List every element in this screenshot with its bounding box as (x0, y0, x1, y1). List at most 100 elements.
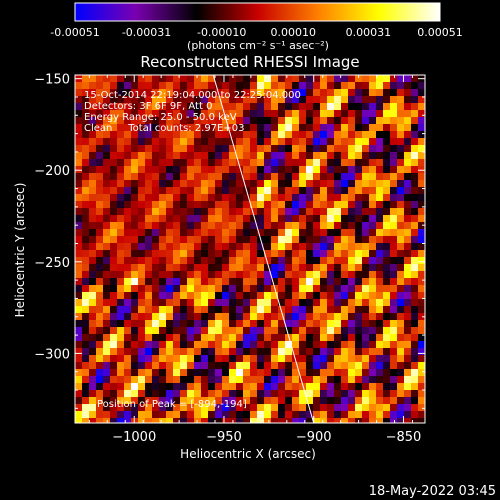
heatmap-cell (418, 145, 425, 153)
heatmap-cell (411, 180, 419, 188)
heatmap-cell (208, 82, 216, 90)
heatmap-cell (404, 390, 412, 398)
heatmap-cell (215, 243, 223, 251)
heatmap-cell (250, 180, 258, 188)
heatmap-cell (236, 383, 244, 391)
heatmap-cell (390, 215, 398, 223)
heatmap-cell (103, 243, 111, 251)
heatmap-cell (138, 320, 146, 328)
heatmap-cell (327, 299, 335, 307)
heatmap-cell (75, 390, 83, 398)
heatmap-cell (75, 159, 83, 167)
heatmap-cell (208, 103, 216, 111)
heatmap-cell (89, 257, 97, 265)
heatmap-cell (152, 131, 160, 139)
heatmap-cell (299, 138, 307, 146)
heatmap-cell (82, 292, 90, 300)
heatmap-cell (376, 173, 384, 181)
heatmap-cell (348, 103, 356, 111)
heatmap-cell (110, 369, 118, 377)
heatmap-cell (285, 173, 293, 181)
heatmap-cell (334, 411, 342, 419)
heatmap-cell (411, 103, 419, 111)
heatmap-cell (187, 362, 195, 370)
heatmap-cell (299, 75, 307, 83)
heatmap-cell (201, 117, 209, 125)
heatmap-cell (75, 327, 83, 335)
heatmap-cell (355, 222, 363, 230)
heatmap-cell (390, 383, 398, 391)
heatmap-cell (397, 257, 405, 265)
heatmap-cell (390, 124, 398, 132)
heatmap-cell (201, 390, 209, 398)
heatmap-cell (397, 110, 405, 118)
heatmap-cell (271, 250, 279, 258)
heatmap-cell (292, 257, 300, 265)
heatmap-cell (208, 334, 216, 342)
heatmap-cell (187, 257, 195, 265)
heatmap-cell (222, 236, 230, 244)
heatmap-cell (278, 138, 286, 146)
heatmap-cell (89, 320, 97, 328)
heatmap-cell (362, 320, 370, 328)
heatmap-cell (187, 138, 195, 146)
heatmap-cell (96, 376, 104, 384)
heatmap-cell (117, 75, 125, 83)
heatmap-cell (369, 383, 377, 391)
heatmap-cell (117, 320, 125, 328)
heatmap-cell (376, 299, 384, 307)
heatmap-cell (320, 250, 328, 258)
heatmap-cell (166, 187, 174, 195)
colorbar-tick-label: -0.00051 (50, 26, 99, 39)
heatmap-cell (404, 96, 412, 104)
heatmap-cell (278, 96, 286, 104)
heatmap-cell (404, 243, 412, 251)
heatmap-cell (243, 397, 251, 405)
heatmap-cell (222, 131, 230, 139)
heatmap-cell (306, 229, 314, 237)
heatmap-cell (236, 201, 244, 209)
heatmap-cell (299, 208, 307, 216)
heatmap-cell (166, 334, 174, 342)
heatmap-cell (376, 222, 384, 230)
heatmap-cell (390, 376, 398, 384)
heatmap-cell (285, 418, 293, 423)
heatmap-cell (152, 383, 160, 391)
heatmap-cell (229, 145, 237, 153)
heatmap-cell (215, 376, 223, 384)
heatmap-cell (348, 82, 356, 90)
heatmap-cell (369, 166, 377, 174)
heatmap-cell (75, 383, 83, 391)
heatmap-cell (187, 369, 195, 377)
heatmap-cell (264, 404, 272, 412)
heatmap-cell (82, 201, 90, 209)
heatmap-cell (355, 369, 363, 377)
heatmap-cell (292, 229, 300, 237)
heatmap-cell (285, 201, 293, 209)
heatmap-cell (390, 334, 398, 342)
heatmap-cell (194, 299, 202, 307)
heatmap-cell (145, 292, 153, 300)
heatmap-cell (390, 271, 398, 279)
heatmap-cell (327, 341, 335, 349)
heatmap-cell (390, 299, 398, 307)
heatmap-cell (180, 187, 188, 195)
heatmap-cell (376, 110, 384, 118)
heatmap-cell (159, 131, 167, 139)
heatmap-cell (236, 208, 244, 216)
heatmap-cell (418, 355, 425, 363)
heatmap-cell (341, 285, 349, 293)
heatmap-cell (96, 362, 104, 370)
heatmap-cell (180, 271, 188, 279)
heatmap-cell (215, 152, 223, 160)
heatmap-cell (264, 166, 272, 174)
heatmap-cell (96, 124, 104, 132)
heatmap-cell (334, 152, 342, 160)
heatmap-cell (390, 292, 398, 300)
heatmap-cell (299, 89, 307, 97)
heatmap-cell (355, 152, 363, 160)
heatmap-cell (229, 348, 237, 356)
heatmap-cell (390, 187, 398, 195)
heatmap-cell (278, 152, 286, 160)
heatmap-cell (166, 369, 174, 377)
